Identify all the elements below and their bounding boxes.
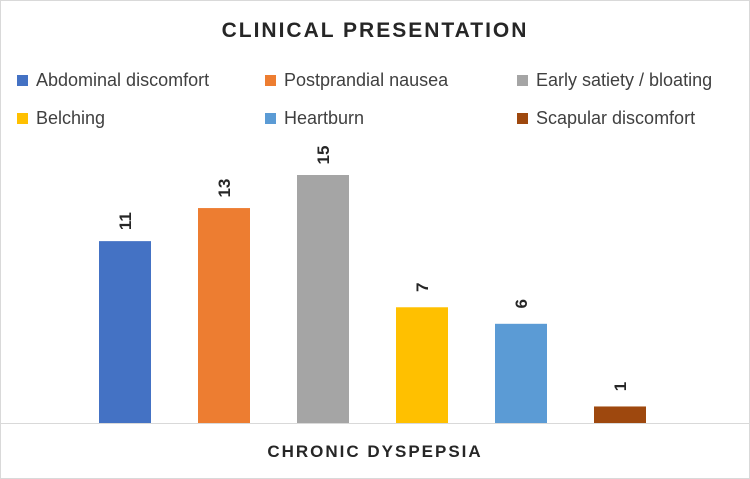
data-label: 11 bbox=[116, 212, 135, 230]
legend-label: Scapular discomfort bbox=[536, 108, 696, 128]
legend-swatch bbox=[517, 75, 528, 86]
data-label: 13 bbox=[215, 179, 234, 198]
data-label: 1 bbox=[611, 382, 630, 391]
bar bbox=[198, 208, 250, 423]
legend-swatch bbox=[265, 113, 276, 124]
legend-swatch bbox=[17, 113, 28, 124]
bar bbox=[594, 406, 646, 423]
legend-swatch bbox=[517, 113, 528, 124]
legend-label: Heartburn bbox=[284, 108, 365, 128]
data-label: 6 bbox=[512, 299, 531, 308]
legend-label: Belching bbox=[36, 108, 106, 128]
legend-label: Abdominal discomfort bbox=[36, 70, 210, 90]
legend-swatch bbox=[265, 75, 276, 86]
chart-title: CLINICAL PRESENTATION bbox=[221, 19, 529, 42]
legend-swatch bbox=[17, 75, 28, 86]
bar bbox=[495, 323, 547, 423]
legend-item-scapular-discomfort: Scapular discomfort bbox=[517, 108, 695, 129]
data-label: 15 bbox=[314, 146, 333, 165]
bar bbox=[297, 175, 349, 423]
legend-label: Postprandial nausea bbox=[284, 70, 449, 90]
legend-label: Early satiety / bloating bbox=[536, 70, 713, 90]
bar bbox=[396, 307, 448, 423]
legend-item-heartburn: Heartburn bbox=[265, 108, 364, 129]
legend-item-belching: Belching bbox=[17, 108, 105, 129]
legend-item-abdominal-discomfort: Abdominal discomfort bbox=[17, 70, 209, 91]
legend-item-postprandial-nausea: Postprandial nausea bbox=[265, 70, 448, 91]
x-axis-category-label: CHRONIC DYSPEPSIA bbox=[267, 442, 483, 461]
data-label: 7 bbox=[413, 283, 432, 292]
bar bbox=[99, 241, 151, 423]
legend-item-early-satiety-bloating: Early satiety / bloating bbox=[517, 70, 712, 91]
